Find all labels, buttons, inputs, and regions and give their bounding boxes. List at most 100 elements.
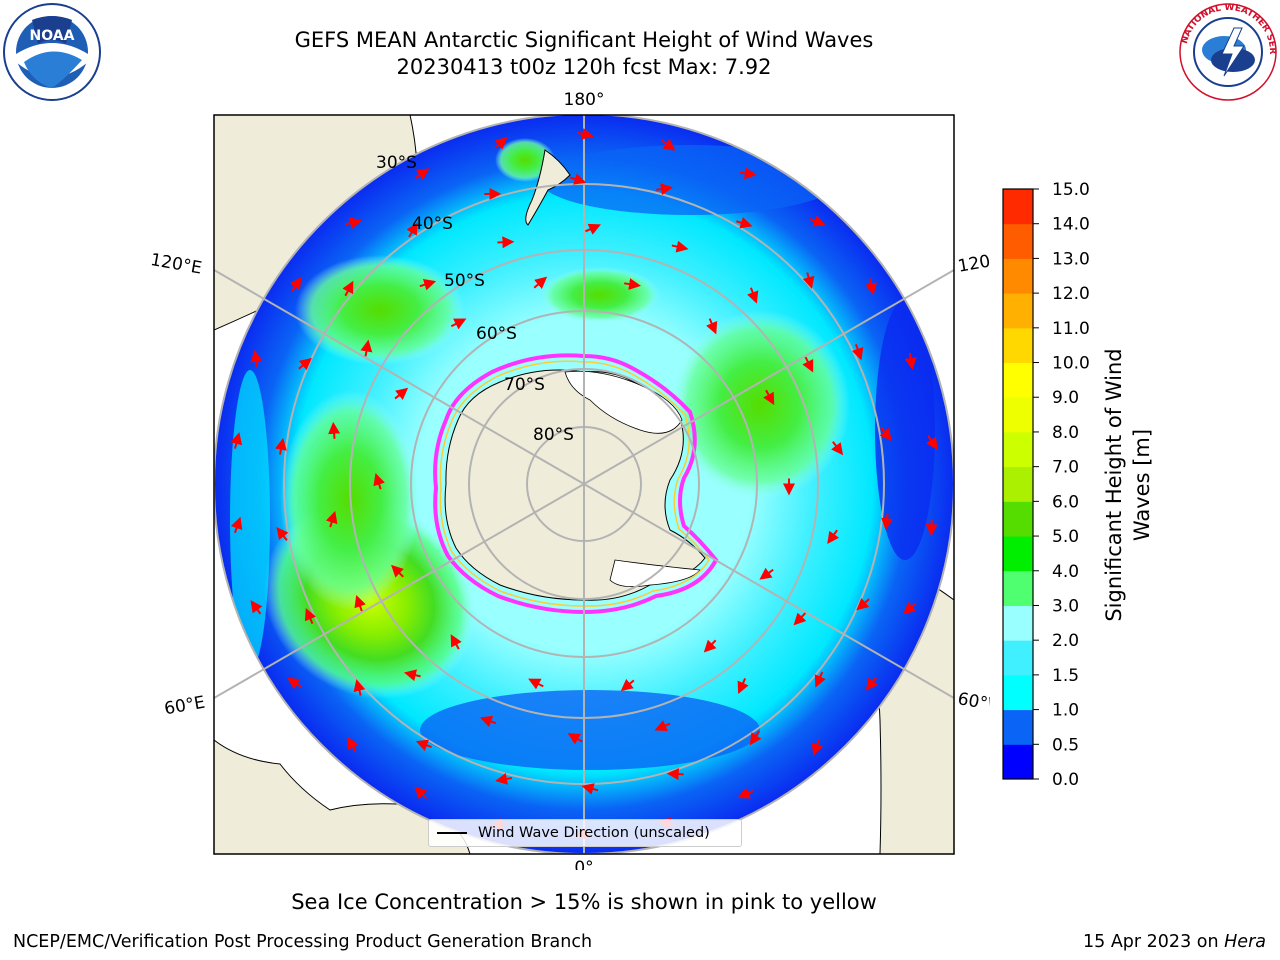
wave-arrow — [747, 287, 759, 304]
wave-arrow — [406, 222, 418, 238]
wave-arrow — [904, 352, 917, 370]
sea-ice-edge — [433, 353, 719, 615]
wave-arrow — [661, 138, 676, 151]
nws-logo: NATIONAL WEATHER SERVICE — [1178, 2, 1277, 101]
colorbar-segment — [1003, 258, 1033, 294]
sea-ice-note: Sea Ice Concentration > 15% is shown in … — [291, 890, 877, 914]
colorbar-segment — [1003, 431, 1033, 468]
wave-arrow — [289, 276, 302, 292]
wave-arrow — [276, 526, 289, 541]
wave-arrow — [275, 437, 287, 455]
wave-arrow — [414, 168, 430, 181]
credit-date-text: 15 Apr 2023 on — [1083, 932, 1225, 952]
colorbar-tick-label: 1.0 — [1052, 701, 1079, 721]
wave-arrow — [250, 349, 263, 367]
wave-arrow — [739, 167, 757, 180]
wave-arrow — [763, 389, 775, 406]
wave-arrow — [347, 736, 359, 753]
lat-label-40s: 40°S — [412, 214, 453, 234]
colorbar-tick-label: 0.5 — [1052, 735, 1079, 755]
wave-arrow — [879, 427, 892, 442]
colorbar-tick-label: 15.0 — [1052, 180, 1090, 200]
colorbar-tick-label: 2.0 — [1052, 631, 1079, 651]
legend-line-sample — [437, 832, 467, 834]
map-title: GEFS MEAN Antarctic Significant Height o… — [294, 28, 874, 52]
wave-arrow — [360, 339, 373, 357]
wave-arrow — [926, 435, 938, 450]
wave-arrow — [811, 739, 823, 756]
colorbar-tick-label: 9.0 — [1052, 388, 1079, 408]
wave-arrow — [749, 730, 762, 746]
colorbar-tick-label: 14.0 — [1052, 215, 1090, 235]
wave-arrow — [865, 676, 878, 691]
wave-arrow — [881, 513, 894, 531]
colorbar-tick-label: 3.0 — [1052, 596, 1079, 616]
wave-arrow — [809, 215, 826, 227]
wave-arrow — [624, 278, 641, 290]
colorbar-segment — [1003, 189, 1033, 225]
wave-arrow — [450, 634, 462, 650]
colorbar: 0.0 0.5 1.0 1.5 2.0 3.0 4.0 5.0 6.0 7.0 8.0 9.0 10.0… — [1002, 180, 1090, 790]
colorbar-tick-label: 11.0 — [1052, 319, 1090, 339]
colorbar-tick-label: 10.0 — [1052, 354, 1090, 374]
colorbar-tick-label: 6.0 — [1052, 492, 1079, 512]
lon-label-0: 0° — [574, 858, 593, 870]
wave-arrow — [479, 715, 497, 728]
wave-arrow — [903, 601, 917, 615]
map-frame — [213, 114, 955, 855]
colorbar-tick-label: 1.5 — [1052, 666, 1079, 686]
wave-arrow — [827, 529, 840, 545]
wave-arrow — [706, 318, 718, 335]
lat-label-50s: 50°S — [444, 271, 485, 291]
wave-arrow — [569, 173, 587, 185]
wave-arrow — [415, 739, 432, 751]
polar-map: 180° 0° 120°E 120°W 60°E 60°W 30°S 40°S … — [149, 90, 990, 870]
credit-date: 15 Apr 2023 on Hera — [1083, 932, 1266, 952]
wave-arrow — [494, 136, 508, 150]
wave-arrow — [495, 772, 513, 785]
new-zealand-land — [525, 149, 571, 226]
wave-arrow — [703, 639, 717, 653]
colorbar-tick-label: 13.0 — [1052, 249, 1090, 269]
wave-arrow — [353, 679, 366, 696]
wave-arrow — [354, 594, 366, 612]
wave-arrow — [793, 612, 807, 626]
wave-arrow — [373, 473, 385, 490]
colorbar-segment — [1003, 327, 1033, 364]
lon-label-120w: 120°W — [956, 247, 990, 277]
wave-arrow — [831, 441, 844, 456]
colorbar-tick-label: 7.0 — [1052, 458, 1079, 478]
wave-arrow — [230, 516, 243, 534]
wave-arrow — [450, 318, 467, 330]
wave-arrow — [567, 733, 583, 745]
colorbar-segment — [1003, 536, 1033, 572]
wave-arrow — [576, 128, 594, 140]
wave-arrow — [802, 356, 814, 373]
colorbar-title-line1: Significant Height of Wind — [1102, 348, 1126, 622]
wave-arrow — [287, 677, 302, 690]
noaa-logo-text: NOAA — [30, 28, 75, 44]
wave-arrow — [414, 786, 428, 800]
colorbar-tick-label: 4.0 — [1052, 562, 1079, 582]
legend-label: Wind Wave Direction (unscaled) — [478, 825, 710, 841]
wave-arrow — [666, 768, 684, 781]
lon-label-120e: 120°E — [149, 250, 203, 279]
wave-arrow — [298, 357, 312, 371]
wave-arrow — [304, 607, 316, 624]
colorbar-segment — [1003, 397, 1033, 433]
wave-arrow — [342, 280, 354, 297]
lat-label-30s: 30°S — [376, 153, 417, 173]
wave-arrow — [671, 240, 689, 253]
wave-arrow — [865, 278, 878, 296]
wave-arrow — [654, 720, 671, 732]
wave-arrow — [585, 223, 601, 235]
wave-arrow — [419, 278, 437, 291]
colorbar-tick-label: 12.0 — [1052, 284, 1090, 304]
credit-branch: NCEP/EMC/Verification Post Processing Pr… — [13, 932, 593, 952]
lon-label-180: 180° — [564, 90, 605, 110]
wave-arrow — [620, 678, 635, 692]
colorbar-segment — [1003, 362, 1033, 398]
wave-arrow — [325, 510, 338, 528]
colorbar-segment — [1003, 293, 1033, 329]
lon-label-60e: 60°E — [163, 693, 207, 720]
